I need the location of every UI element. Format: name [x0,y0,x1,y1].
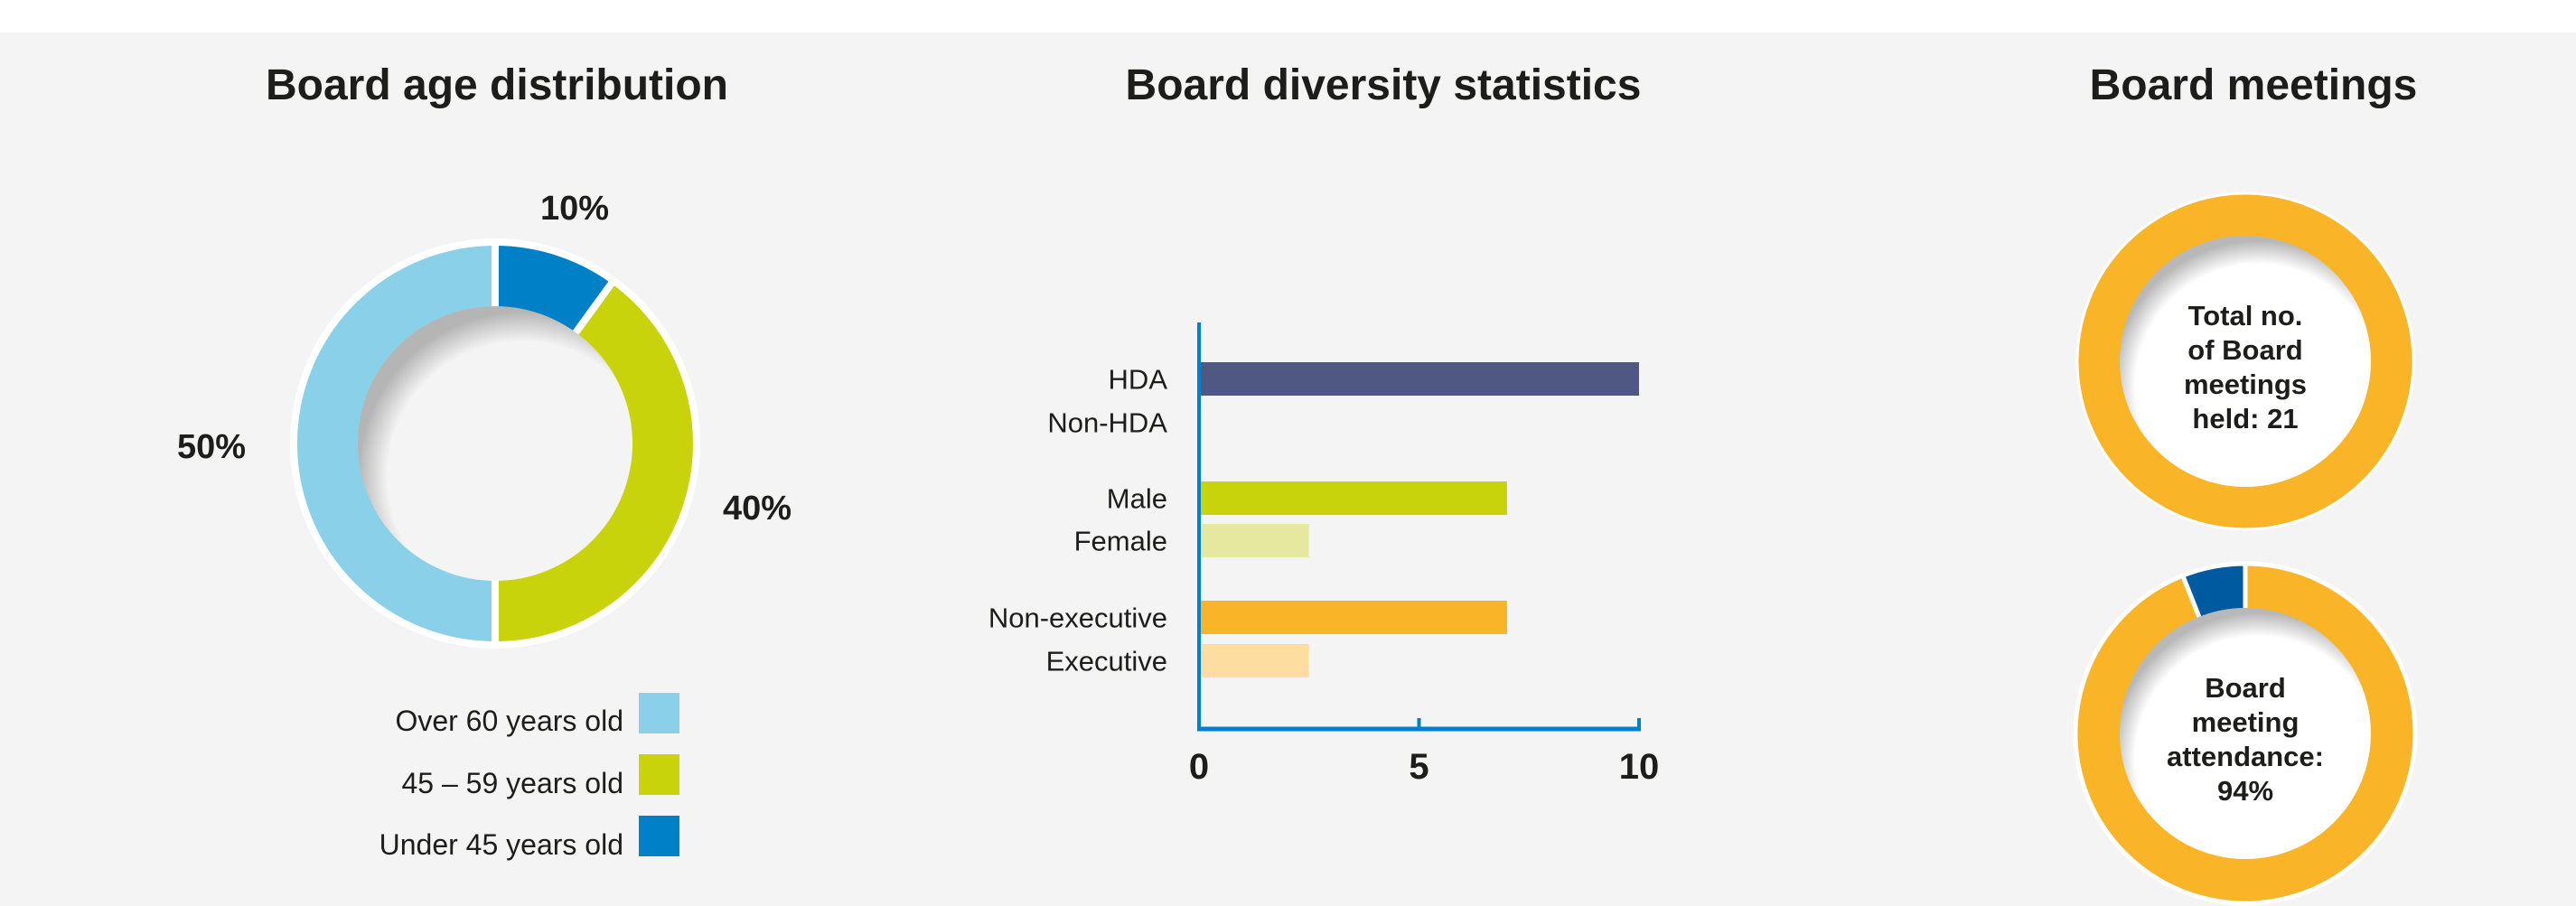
diversity-bars: HDA Non-HDA Male Female Non-executive Executi… [988,362,1639,677]
age-legend: Over 60 years old 45 – 59 years old Unde… [379,693,679,861]
tick-label: 10 [1619,747,1660,787]
donut-center-text: meeting [2192,706,2300,738]
tick-label: 0 [1189,747,1209,787]
bar-executive [1199,644,1309,677]
category-label: Executive [1046,646,1167,677]
diversity-chart-title: Board diversity statistics [1126,61,1642,109]
bar-non-executive [1199,601,1507,634]
legend-label: Over 60 years old [395,705,623,737]
meetings-chart-title: Board meetings [2090,61,2418,109]
category-label: Male [1107,483,1167,515]
age-label-over-60: 50% [177,428,246,466]
age-chart-title: Board age distribution [266,61,728,109]
age-label-45-59: 40% [723,490,792,528]
donut-center-text: meetings [2184,369,2307,400]
legend-swatch-under-45 [639,816,679,856]
donut-center-text: held: 21 [2192,403,2298,434]
age-label-under-45: 10% [540,190,609,228]
legend-swatch-over-60 [639,693,679,733]
age-donut-hole [358,306,632,581]
x-ticks: 0 5 10 [1189,718,1659,787]
category-label: Non-executive [988,602,1167,634]
donut-center-text: attendance: [2167,741,2324,772]
category-label: HDA [1109,364,1168,396]
legend-swatch-45-59 [639,754,679,795]
tick-label: 5 [1409,747,1429,787]
donut-center-text: of Board [2187,334,2302,366]
bar-male [1199,481,1507,515]
category-label: Non-HDA [1047,407,1167,439]
donut-hole [2120,608,2371,859]
legend-label: 45 – 59 years old [402,767,624,799]
category-label: Female [1074,526,1167,557]
bar-hda [1199,362,1639,396]
donut-center-text: Total no. [2188,300,2303,332]
donut-center-text: 94% [2217,775,2273,807]
bar-female [1199,524,1309,557]
donut-center-text: Board [2205,672,2286,704]
legend-label: Under 45 years old [379,828,623,861]
donut-hole [2120,236,2371,487]
